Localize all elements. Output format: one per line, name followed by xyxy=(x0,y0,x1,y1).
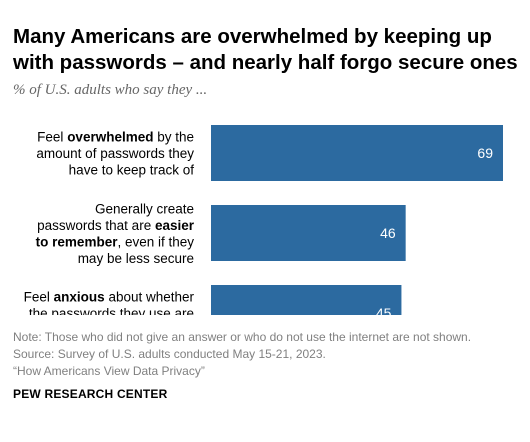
category-label: Generally create passwords that are easie… xyxy=(36,201,195,266)
category-label: Feel overwhelmed by the amount of passwor… xyxy=(36,130,194,178)
bar-value-label: 69 xyxy=(477,145,493,161)
bar-2 xyxy=(211,205,406,261)
bar-3 xyxy=(211,285,402,315)
bar-value-label: 46 xyxy=(380,225,396,241)
report-title: “How Americans View Data Privacy” xyxy=(13,364,205,378)
note-text: Note: Those who did not give an answer o… xyxy=(13,330,472,344)
chart-subtitle: % of U.S. adults who say they ... xyxy=(13,82,208,98)
category-label: Feel anxious about whether the passwords … xyxy=(24,290,195,316)
chart-notes: Note: Those who did not give an answer o… xyxy=(13,329,525,380)
org-name: PEW RESEARCH CENTER xyxy=(13,387,168,401)
bar-chart: 69 Feel overwhelmed by the amount of passw… xyxy=(24,125,503,316)
source-text: Source: Survey of U.S. adults conducted … xyxy=(13,347,326,361)
chart-title: Many Americans are overwhelmed by keepin… xyxy=(13,25,518,74)
bar-value-label: 45 xyxy=(376,305,392,315)
bar-1 xyxy=(211,125,503,181)
